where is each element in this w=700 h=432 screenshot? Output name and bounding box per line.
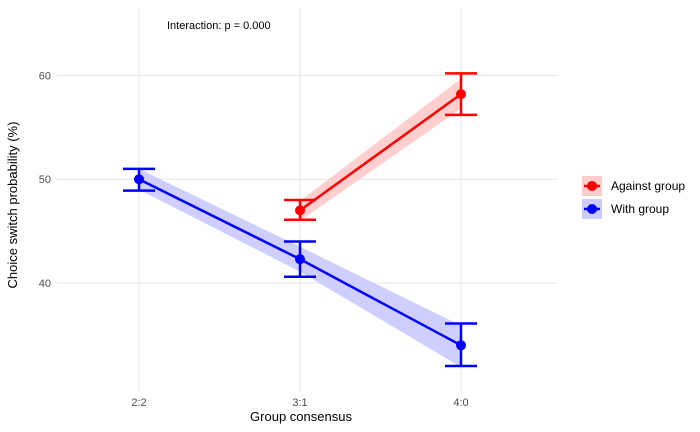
data-points: [134, 89, 466, 351]
legend-key-point: [587, 204, 597, 214]
legend-key-point: [587, 181, 597, 191]
y-tick-labels: 40 50 60: [39, 70, 51, 290]
legend-label-against-group: Against group: [611, 179, 685, 193]
point-with-group-3-1: [295, 254, 305, 265]
x-tick-4-0: 4:0: [453, 397, 468, 409]
point-against-group-4-0: [456, 89, 466, 100]
point-with-group-2-2: [134, 174, 144, 185]
band-against-group: [300, 78, 461, 221]
interaction-annotation: Interaction: p = 0.000: [167, 20, 271, 32]
y-tick-40: 40: [39, 278, 51, 290]
legend: Against group With group: [582, 176, 685, 219]
legend-item-with-group: With group: [582, 199, 669, 219]
y-tick-50: 50: [39, 174, 51, 186]
x-axis-title: Group consensus: [250, 409, 352, 424]
legend-label-with-group: With group: [611, 202, 669, 216]
legend-item-against-group: Against group: [582, 176, 685, 196]
point-with-group-4-0: [456, 340, 466, 351]
x-tick-3-1: 3:1: [292, 397, 307, 409]
x-tick-labels: 2:2 3:1 4:0: [131, 397, 468, 409]
y-tick-60: 60: [39, 70, 51, 82]
line-against-group: [299, 93, 462, 212]
point-against-group-3-1: [295, 205, 305, 216]
x-tick-2-2: 2:2: [131, 397, 146, 409]
y-axis-title: Choice switch probability (%): [5, 122, 20, 289]
